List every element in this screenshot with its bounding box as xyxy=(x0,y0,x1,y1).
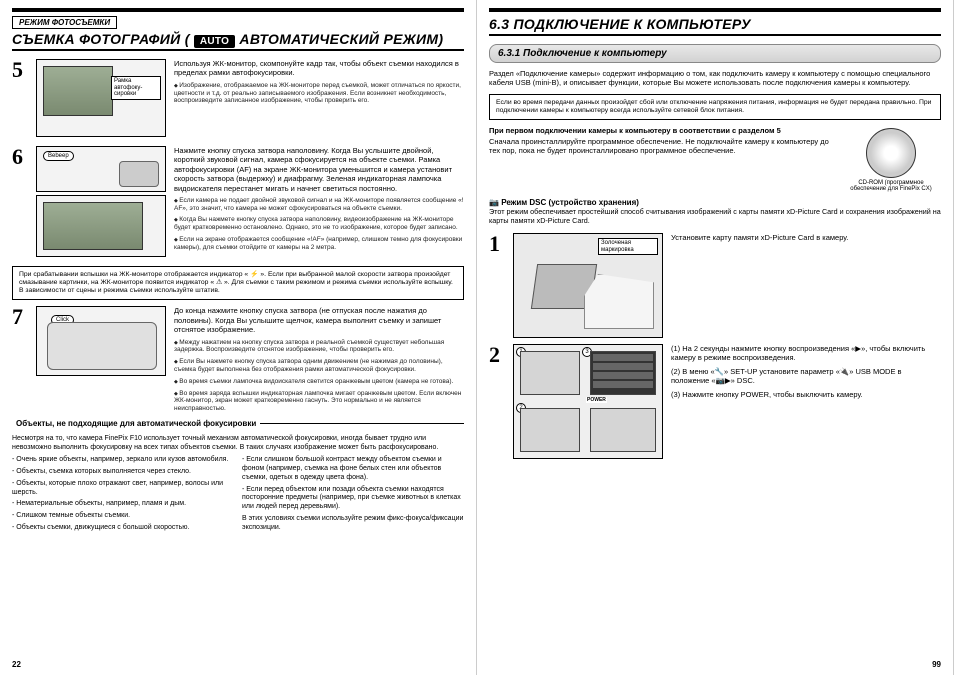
left-page: РЕЖИМ ФОТОСЪЕМКИ СЪЕМКА ФОТОГРАФИЙ ( AUT… xyxy=(0,0,477,675)
page-number: 22 xyxy=(12,660,21,669)
step-6: 6 Bebeep ✦ Нажмите кнопку спуска затвора… xyxy=(12,146,464,260)
step-number: 6 xyxy=(12,146,36,260)
step-5: 5 Рамка автофоку-сировки Используя ЖК-мо… xyxy=(12,59,464,140)
step7-n2: Если Вы нажмете кнопку спуска затвора од… xyxy=(174,358,464,374)
section-title: СЪЕМКА ФОТОГРАФИЙ ( AUTO АВТОМАТИЧЕСКИЙ … xyxy=(12,31,464,51)
step7-p1: До конца нажмите кнопку спуска затвора (… xyxy=(174,306,464,334)
step6-n1: Если камера не подает двойной звуковой с… xyxy=(174,197,464,213)
cd-icon xyxy=(866,128,916,178)
step6-n2: Когда Вы нажмете кнопку спуска затвора н… xyxy=(174,216,464,232)
step-text: Используя ЖК-монитор, скомпонуйте кадр т… xyxy=(174,59,464,140)
step-text: До конца нажмите кнопку спуска затвора (… xyxy=(174,306,464,417)
beep-bubble: Bebeep xyxy=(43,151,74,161)
auto-chip: AUTO xyxy=(194,35,235,48)
warning-box: Если во время передачи данных произойдет… xyxy=(489,94,941,120)
step6-n3: Если на экране отображается сообщение «!… xyxy=(174,236,464,252)
step6-p1: Нажмите кнопку спуска затвора наполовину… xyxy=(174,146,464,193)
cdrom-figure: CD-ROM (программное обеспечение для Fine… xyxy=(841,126,941,192)
right-page: 6.3 ПОДКЛЮЧЕНИЕ К КОМПЬЮТЕРУ 6.3.1 Подкл… xyxy=(477,0,954,675)
step-2: 2 1 2 3 POWER (1) На 2 секунды нажмите к… xyxy=(489,344,941,459)
list-item: - Объекты, съемка которых выполняется че… xyxy=(12,468,234,477)
step5-note1: Изображение, отображаемое на ЖК-мониторе… xyxy=(174,82,464,105)
af-section-head: Объекты, не подходящие для автоматическо… xyxy=(12,423,464,435)
list-item: - Объекты съемки, движущиеся с большой с… xyxy=(12,524,234,533)
first-text: Сначала проинсталлируйте программное обе… xyxy=(489,137,833,156)
step-figure: Bebeep ✦ xyxy=(36,146,166,260)
gold-mark-callout: Золоченая маркировка xyxy=(598,238,658,255)
step-figure: Click xyxy=(36,306,166,417)
intro-text: Раздел «Подключение камеры» содержит инф… xyxy=(489,69,941,88)
topbar xyxy=(489,8,941,12)
dsc-mode-text: Этот режим обеспечивает простейший спосо… xyxy=(489,207,941,225)
flash-info-box: При срабатывании вспышки на ЖК-мониторе … xyxy=(12,266,464,300)
click-figure: Click xyxy=(36,306,166,376)
lcd-figure: Рамка автофоку-сировки xyxy=(36,59,166,137)
step-number: 7 xyxy=(12,306,36,417)
list-item: - Объекты, которые плохо отражают свет, … xyxy=(12,480,234,498)
step7-n4: Во время заряда вспышки индикаторная лам… xyxy=(174,390,464,413)
step-text: (1) На 2 секунды нажмите кнопку воспроиз… xyxy=(671,344,941,459)
lcd-af-figure xyxy=(36,195,166,257)
cd-caption: CD-ROM (программное обеспечение для Fine… xyxy=(841,180,941,192)
af-col-right: - Если слишком большой контраст между об… xyxy=(242,456,464,535)
step-number: 1 xyxy=(489,233,513,338)
section-title: 6.3 ПОДКЛЮЧЕНИЕ К КОМПЬЮТЕРУ xyxy=(489,16,941,36)
topbar xyxy=(12,8,464,12)
step-figure: 1 2 3 POWER xyxy=(513,344,663,459)
step2-line1: (1) На 2 секунды нажмите кнопку воспроиз… xyxy=(671,344,941,363)
beep-figure: Bebeep ✦ xyxy=(36,146,166,192)
list-item: - Если перед объектом или позади объекта… xyxy=(242,486,464,512)
af-frame-callout: Рамка автофоку-сировки xyxy=(111,76,161,100)
af-section-title: Объекты, не подходящие для автоматическо… xyxy=(12,419,260,428)
title-part-a: СЪЕМКА ФОТОГРАФИЙ ( xyxy=(12,31,190,47)
af-intro: Несмотря на то, что камера FinePix F10 и… xyxy=(12,435,464,453)
list-item: - Нематериальные объекты, например, плам… xyxy=(12,500,234,509)
step2-line3: (3) Нажмите кнопку POWER, чтобы выключит… xyxy=(671,390,941,399)
mode-label: РЕЖИМ ФОТОСЪЕМКИ xyxy=(12,16,117,29)
af-columns: - Очень яркие объекты, например, зеркало… xyxy=(12,456,464,535)
dsc-mode-head: Режим DSC (устройство хранения) xyxy=(489,198,941,207)
step-text: Установите карту памяти xD-Picture Card … xyxy=(671,233,941,338)
step-number: 2 xyxy=(489,344,513,459)
list-item: - Если слишком большой контраст между об… xyxy=(242,456,464,482)
step-number: 5 xyxy=(12,59,36,140)
card-insert-figure: Золоченая маркировка xyxy=(513,233,663,338)
subsection-heading: 6.3.1 Подключение к компьютеру xyxy=(489,44,941,63)
step7-n1: Между нажатием на кнопку спуска затвора … xyxy=(174,339,464,355)
first-head: При первом подключении камеры к компьюте… xyxy=(489,126,833,135)
step2-line2: (2) В меню «🔧» SET-UP установите парамет… xyxy=(671,367,941,386)
list-item: - Слишком темные объекты съемки. xyxy=(12,512,234,521)
step-figure: Рамка автофоку-сировки xyxy=(36,59,166,140)
first-connect-text: При первом подключении камеры к компьюте… xyxy=(489,126,833,192)
step5-p1: Используя ЖК-монитор, скомпонуйте кадр т… xyxy=(174,59,464,78)
power-label: POWER xyxy=(586,397,607,403)
list-item: - Очень яркие объекты, например, зеркало… xyxy=(12,456,234,465)
page-number: 99 xyxy=(932,660,941,669)
step-text: Нажмите кнопку спуска затвора наполовину… xyxy=(174,146,464,260)
step7-n3: Во время съемки лампочка видоискателя св… xyxy=(174,378,464,386)
step-figure: Золоченая маркировка xyxy=(513,233,663,338)
step-7: 7 Click До конца нажмите кнопку спуска з… xyxy=(12,306,464,417)
title-part-b: АВТОМАТИЧЕСКИЙ РЕЖИМ) xyxy=(239,31,443,47)
step1-p1: Установите карту памяти xD-Picture Card … xyxy=(671,233,941,242)
step-1: 1 Золоченая маркировка Установите карту … xyxy=(489,233,941,338)
af-col-left: - Очень яркие объекты, например, зеркало… xyxy=(12,456,234,535)
first-connect-row: При первом подключении камеры к компьюте… xyxy=(489,126,941,192)
list-item: В этих условиях съемки используйте режим… xyxy=(242,515,464,533)
multi-figure: 1 2 3 POWER xyxy=(513,344,663,459)
